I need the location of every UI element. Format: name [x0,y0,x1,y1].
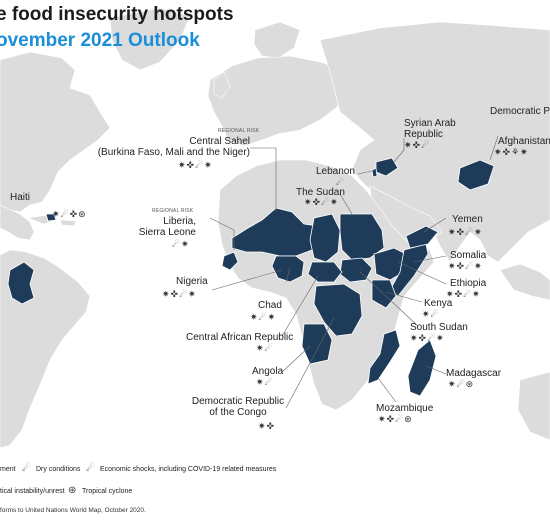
map-subtitle: ovember 2021 Outlook [0,30,200,51]
central-america [0,204,35,241]
dry-conditions-icon: ☄ [22,463,31,474]
yemen-shape [405,225,439,249]
label-dprk: Democratic Peo [490,106,550,117]
icons-liberia: ☄✷ [172,240,190,250]
label-sudan: The Sudan [296,187,345,198]
afghanistan-shape [457,159,495,191]
greenland [109,7,191,71]
lebanon-shape [371,167,378,178]
map-title: e food insecurity hotspots [0,4,234,25]
icons-south-sudan: ✷✜☄✷ [410,334,445,344]
icons-mozambique: ✷✜☄⊛ [378,415,413,425]
icons-yemen: ✷✜☄✷ [448,228,483,238]
icons-nigeria: ✷✜☄✷ [162,290,197,300]
icons-afghanistan: ✷✜⚘✷ [494,148,529,158]
asia [319,21,550,263]
label-kenya: Kenya [424,298,453,309]
label-syria: Syrian Arab Republic [404,118,456,140]
leader-lines [209,135,499,409]
label-nigeria: Nigeria [176,276,208,287]
tag-sahel: REGIONAL RISK [218,128,260,134]
legend-dry-label: Dry conditions [36,466,81,473]
icons-somalia: ✷✜☄✷ [448,262,483,272]
icons-syria: ✷✜☄ [404,141,431,151]
angola-shape [301,323,333,365]
label-car: Central African Republic [186,332,294,343]
label-sahel: Central Sahel (Burkina Faso, Mali and th… [97,136,250,158]
mozambique-shape [367,329,401,385]
legend-cyclone-label: Tropical cyclone [82,488,133,495]
hotspot-countries [7,157,495,397]
icons-madagascar: ✷☄⊛ [448,380,475,390]
southeast-asia [499,263,550,301]
europe [207,55,351,147]
icons-lebanon: ☄ [336,178,346,188]
icons-kenya: ✷☄ [422,310,440,320]
icons-sahel: ✷✜☄✷ [178,161,213,171]
liberia-shape [221,251,239,271]
icons-chad: ✷☄✷ [250,313,277,323]
car-shape [307,261,343,283]
label-ethiopia: Ethiopia [450,278,487,289]
madagascar-shape [407,339,437,397]
label-yemen: Yemen [452,214,483,225]
label-south-sudan: South Sudan [410,322,468,333]
drc-shape [313,283,363,337]
uk [213,71,231,99]
label-afghanistan: Afghanistan [498,136,550,147]
label-somalia: Somalia [450,250,487,261]
chad-shape [309,213,341,263]
legend-conflict-label: ment [0,466,16,473]
icons-ethiopia: ✷✜☄✷ [446,290,481,300]
haiti-shape [45,213,57,222]
sudan-shape [339,213,385,261]
label-chad: Chad [258,300,282,311]
legend-political-label: tical instability/unrest [0,488,65,495]
label-liberia: Liberia, Sierra Leone [138,216,196,238]
somalia-shape [389,243,429,297]
tropical-cyclone-icon: ⊛ [68,485,77,496]
icons-drc: ✷✜ [258,422,276,432]
scandinavia [253,21,301,59]
australia [517,371,550,441]
economic-shocks-icon: ☄ [86,463,95,474]
icons-car: ✷☄ [256,344,274,354]
label-madagascar: Madagascar [446,368,502,379]
north-america [0,51,111,213]
nigeria-shape [271,255,305,283]
tag-liberia: REGIONAL RISK [152,208,194,214]
label-haiti: Haiti [10,192,31,203]
label-drc: Democratic Republic of the Congo [191,396,285,418]
map-footnote: forms to United Nations World Map, Octob… [0,507,146,514]
label-mozambique: Mozambique [376,403,434,414]
icons-sudan: ✷✜☄✷ [304,198,339,208]
label-lebanon: Lebanon [316,166,355,177]
icons-angola: ✷☄ [256,378,274,388]
colombia-shape [7,261,35,305]
icons-haiti: ✷☄✜⊛ [52,210,87,220]
label-angola: Angola [252,366,284,377]
legend-economic-label: Economic shocks, including COVID-19 rela… [100,466,277,473]
